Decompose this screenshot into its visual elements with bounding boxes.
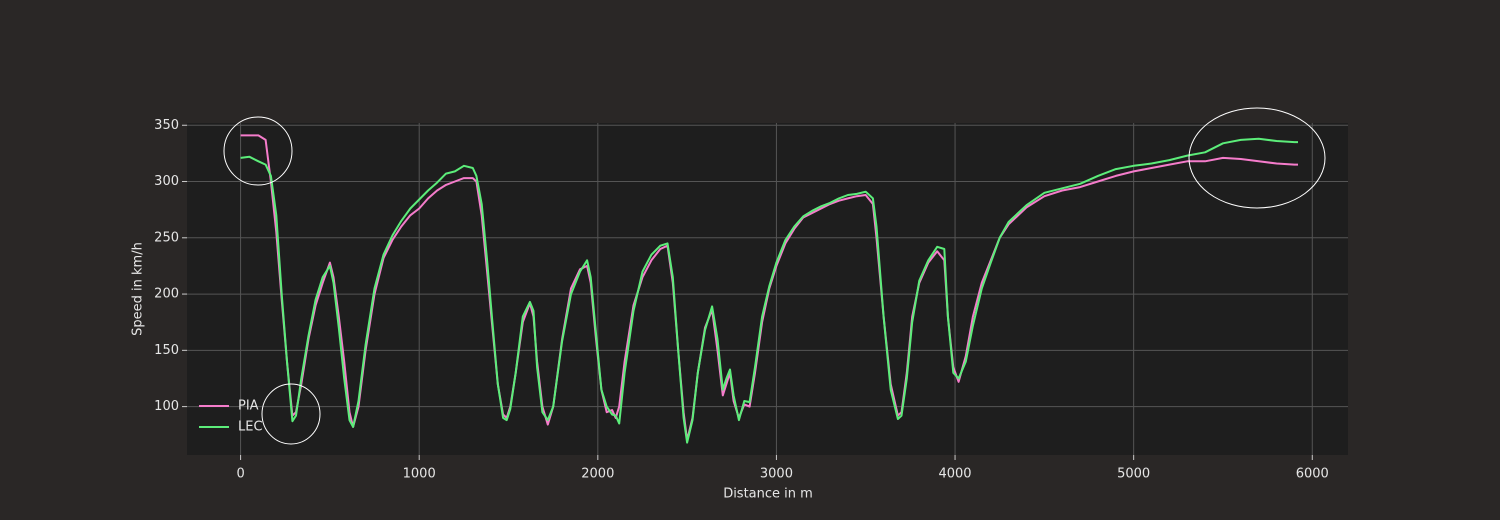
x-tick-label: 6000 [1296, 467, 1329, 482]
x-tick-label: 5000 [1117, 467, 1150, 482]
y-axis-label: Speed in km/h [131, 242, 146, 336]
highlight-circle [223, 116, 293, 186]
y-tick-label: 350 [154, 118, 179, 133]
legend-label: PIA [238, 399, 259, 414]
x-tick-label: 4000 [938, 467, 971, 482]
highlight-circle [261, 383, 321, 445]
y-tick-label: 250 [154, 230, 179, 245]
x-tick-label: 2000 [581, 467, 614, 482]
y-tick-label: 200 [154, 287, 179, 302]
x-tick-label: 1000 [403, 467, 436, 482]
line-series [240, 137, 1298, 444]
y-tick-label: 300 [154, 174, 179, 189]
x-tick-label: 0 [236, 467, 244, 482]
y-tick-label: 100 [154, 399, 179, 414]
legend-label: LEC [238, 420, 263, 435]
highlight-circle [1188, 107, 1326, 209]
plot-area [187, 123, 1348, 455]
x-tick-label: 3000 [760, 467, 793, 482]
y-tick-label: 150 [154, 343, 179, 358]
x-axis-label: Distance in m [723, 487, 813, 502]
